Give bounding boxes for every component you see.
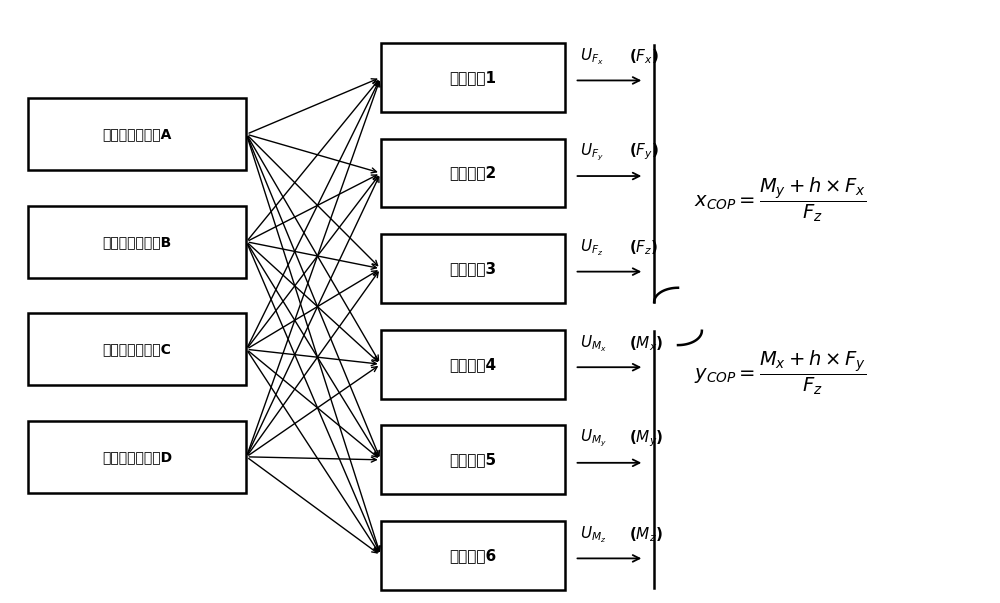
FancyBboxPatch shape (381, 235, 565, 303)
Text: 多分量力传感器D: 多分量力传感器D (102, 450, 172, 464)
Text: $\boldsymbol{U_{M_y}}$: $\boldsymbol{U_{M_y}}$ (580, 428, 606, 449)
Text: 电桥电路1: 电桥电路1 (449, 70, 496, 85)
Text: $y_{COP} = \dfrac{M_x + h \times F_y}{F_z}$: $y_{COP} = \dfrac{M_x + h \times F_y}{F_… (694, 349, 866, 397)
Text: 电桥电路6: 电桥电路6 (449, 548, 496, 563)
Text: $\boldsymbol{(M_x)}$: $\boldsymbol{(M_x)}$ (629, 334, 664, 353)
Text: 电桥电路2: 电桥电路2 (449, 166, 496, 180)
Text: 多分量力传感器B: 多分量力传感器B (102, 235, 172, 249)
Text: 电桥电路4: 电桥电路4 (449, 357, 496, 371)
Text: $\boldsymbol{U_{M_x}}$: $\boldsymbol{U_{M_x}}$ (580, 333, 606, 353)
Text: $\boldsymbol{U_{F_z}}$: $\boldsymbol{U_{F_z}}$ (580, 238, 603, 258)
Text: $\boldsymbol{U_{F_x}}$: $\boldsymbol{U_{F_x}}$ (580, 46, 603, 67)
FancyBboxPatch shape (381, 139, 565, 207)
Text: $\boldsymbol{(F_y)}$: $\boldsymbol{(F_y)}$ (629, 142, 659, 162)
FancyBboxPatch shape (381, 43, 565, 112)
FancyBboxPatch shape (28, 421, 246, 493)
FancyBboxPatch shape (381, 521, 565, 590)
Text: 多分量力传感器C: 多分量力传感器C (103, 343, 171, 356)
Text: 多分量力传感器A: 多分量力传感器A (102, 127, 172, 141)
FancyBboxPatch shape (28, 98, 246, 170)
Text: 电桥电路5: 电桥电路5 (449, 452, 496, 467)
FancyBboxPatch shape (28, 314, 246, 385)
FancyBboxPatch shape (28, 206, 246, 277)
Text: $x_{COP} = \dfrac{M_y + h \times F_x}{F_z}$: $x_{COP} = \dfrac{M_y + h \times F_x}{F_… (694, 175, 866, 224)
Text: 电桥电路3: 电桥电路3 (449, 261, 496, 276)
Text: $\boldsymbol{(F_z)}$: $\boldsymbol{(F_z)}$ (629, 238, 659, 257)
Text: $\boldsymbol{U_{F_y}}$: $\boldsymbol{U_{F_y}}$ (580, 142, 603, 163)
FancyBboxPatch shape (381, 426, 565, 494)
Text: $\boldsymbol{(M_z)}$: $\boldsymbol{(M_z)}$ (629, 525, 663, 544)
Text: $\boldsymbol{U_{M_z}}$: $\boldsymbol{U_{M_z}}$ (580, 524, 606, 545)
Text: $\boldsymbol{(M_y)}$: $\boldsymbol{(M_y)}$ (629, 429, 664, 449)
Text: $\boldsymbol{(F_x)}$: $\boldsymbol{(F_x)}$ (629, 47, 659, 66)
FancyBboxPatch shape (381, 330, 565, 399)
